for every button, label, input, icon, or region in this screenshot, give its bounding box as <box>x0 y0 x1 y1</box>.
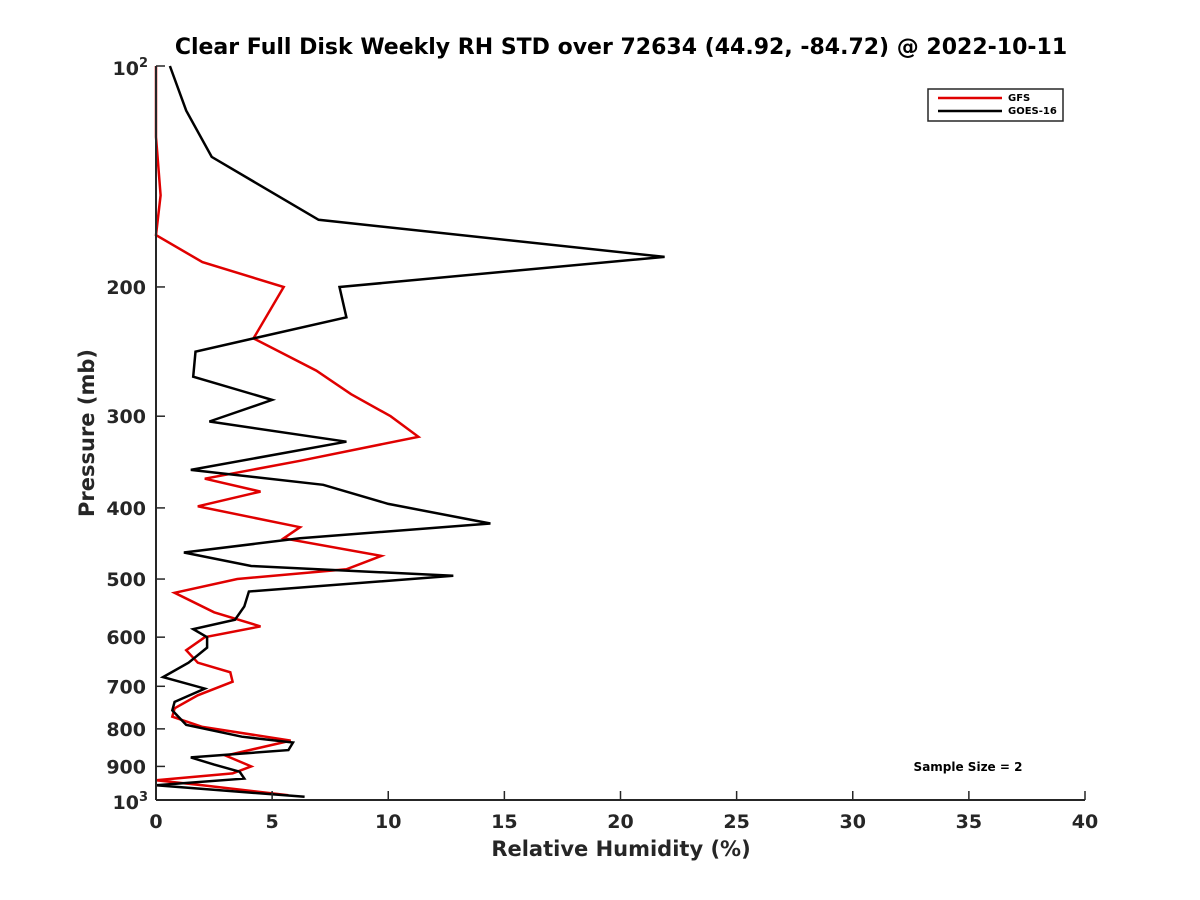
sample-size-annotation: Sample Size = 2 <box>914 760 1023 774</box>
x-tick-label: 30 <box>840 811 866 833</box>
y-tick-label: 200 <box>106 277 146 299</box>
legend-label-goes-16: GOES-16 <box>1008 106 1057 117</box>
y-tick-label: 300 <box>106 406 146 428</box>
y-tick-label: 500 <box>106 569 146 591</box>
y-tick-label: 400 <box>106 498 146 520</box>
y-tick-label: 600 <box>106 627 146 649</box>
series-line-goes-16 <box>155 65 665 799</box>
legend: GFS GOES-16 <box>927 88 1064 122</box>
y-axis-label: Pressure (mb) <box>75 349 99 517</box>
y-tick-label: 900 <box>106 756 146 778</box>
x-tick-label: 10 <box>375 811 401 833</box>
legend-box <box>927 88 1064 122</box>
y-tick-label: 800 <box>106 719 146 741</box>
x-tick-label: 15 <box>491 811 517 833</box>
series-line-gfs <box>154 66 422 797</box>
x-ticks: 0 5 10 15 20 25 30 35 40 <box>149 791 1098 833</box>
series-layer <box>154 65 665 799</box>
x-tick-label: 40 <box>1072 811 1098 833</box>
x-tick-label: 5 <box>266 811 279 833</box>
legend-label-gfs: GFS <box>1008 93 1030 104</box>
chart-title: Clear Full Disk Weekly RH STD over 72634… <box>175 35 1067 60</box>
x-tick-label: 35 <box>956 811 982 833</box>
x-axis-label: Relative Humidity (%) <box>491 837 750 861</box>
x-tick-label: 25 <box>723 811 749 833</box>
y-tick-label: 700 <box>106 676 146 698</box>
x-tick-label: 20 <box>607 811 633 833</box>
x-tick-label: 0 <box>149 811 162 833</box>
